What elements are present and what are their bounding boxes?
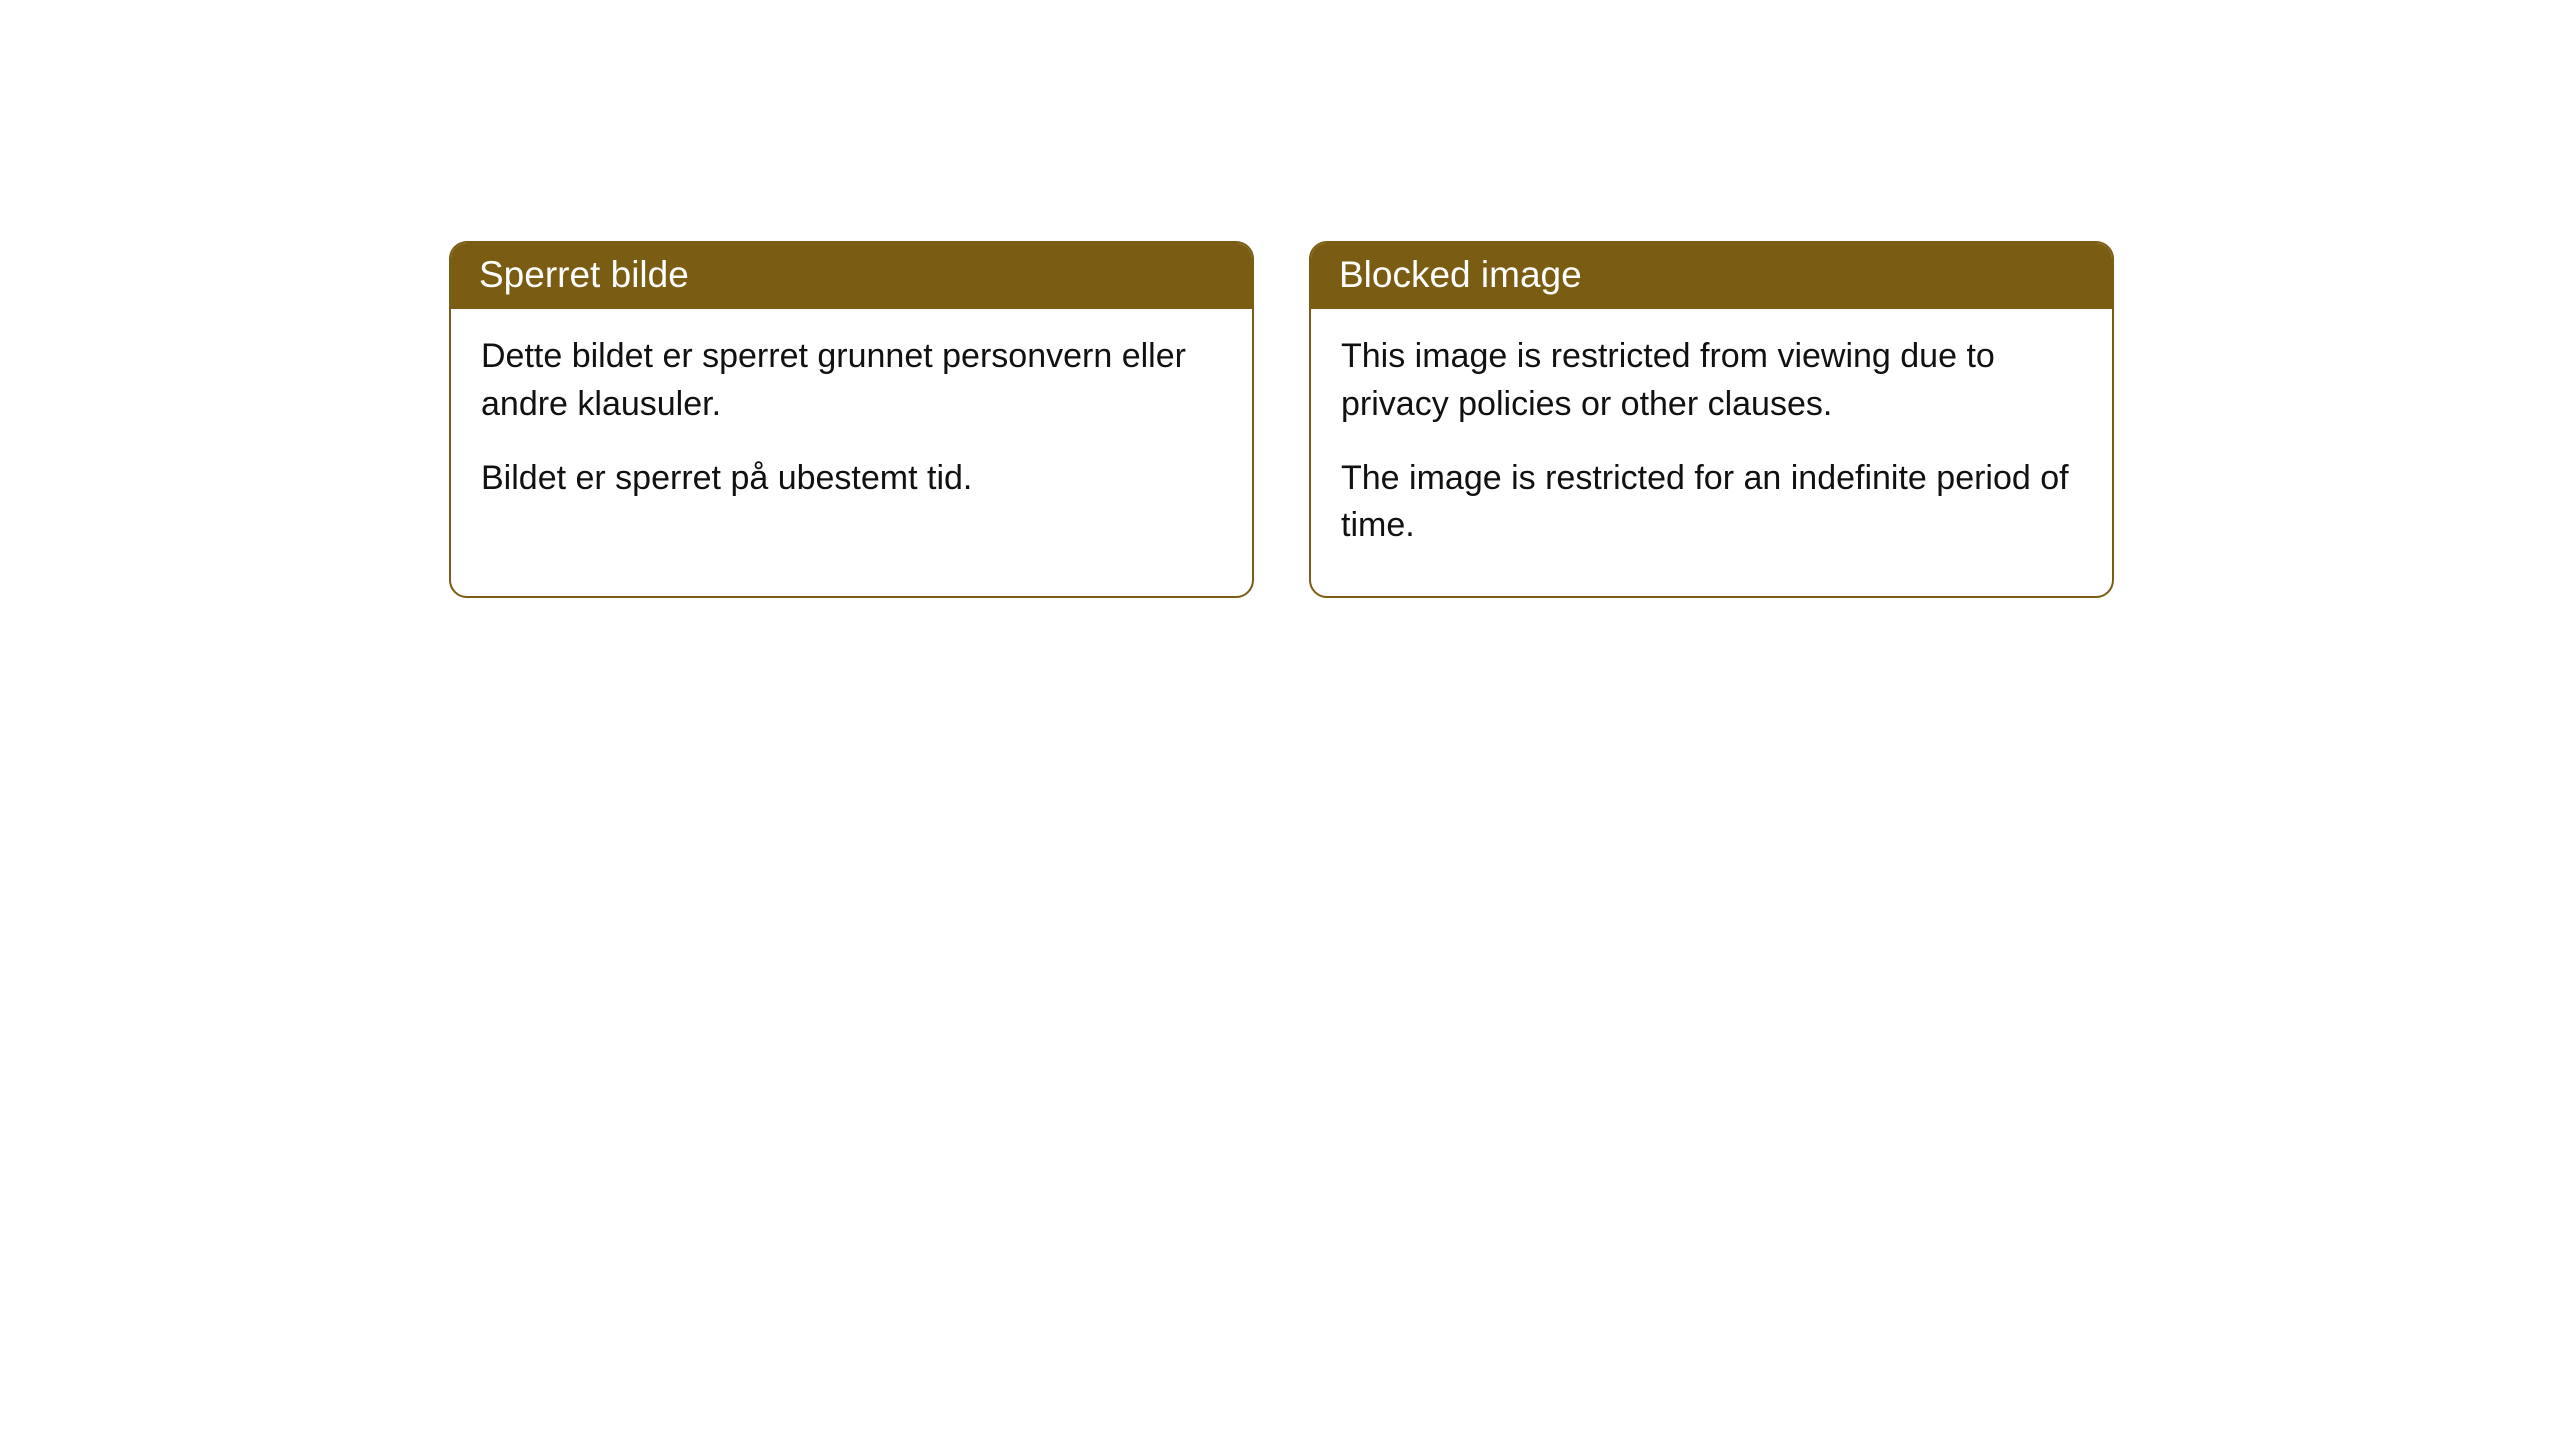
card-paragraph-2: The image is restricted for an indefinit… <box>1341 455 2082 550</box>
card-norwegian: Sperret bilde Dette bildet er sperret gr… <box>449 241 1254 598</box>
card-paragraph-1: This image is restricted from viewing du… <box>1341 333 2082 428</box>
card-body-norwegian: Dette bildet er sperret grunnet personve… <box>451 309 1252 548</box>
card-header-norwegian: Sperret bilde <box>451 243 1252 309</box>
cards-container: Sperret bilde Dette bildet er sperret gr… <box>449 241 2114 598</box>
card-header-english: Blocked image <box>1311 243 2112 309</box>
card-body-english: This image is restricted from viewing du… <box>1311 309 2112 595</box>
card-english: Blocked image This image is restricted f… <box>1309 241 2114 598</box>
card-paragraph-1: Dette bildet er sperret grunnet personve… <box>481 333 1222 428</box>
card-paragraph-2: Bildet er sperret på ubestemt tid. <box>481 455 1222 503</box>
